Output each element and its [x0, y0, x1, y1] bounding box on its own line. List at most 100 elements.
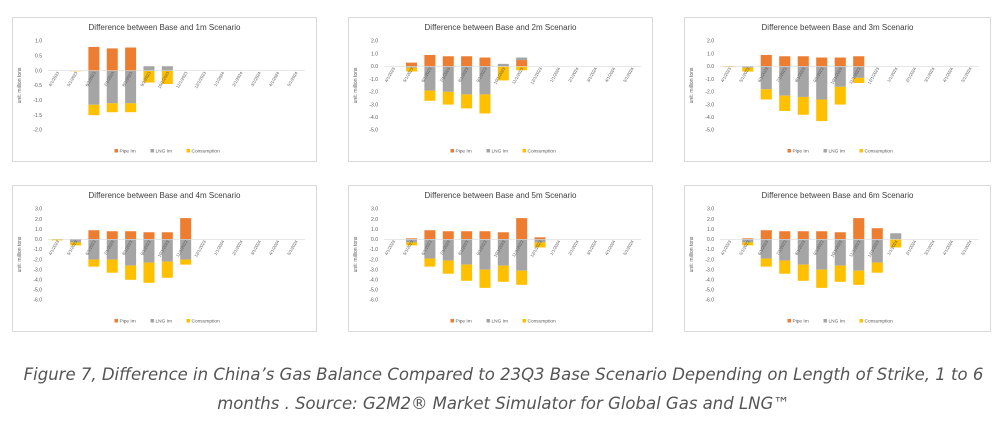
legend-label: Pipe Im	[793, 148, 809, 154]
y-tick-label: -4.0	[705, 115, 714, 121]
bar-segment	[406, 238, 418, 240]
y-axis-label: unit: million tons	[17, 236, 23, 272]
y-tick-label: 2.0	[35, 217, 42, 223]
bar-segment	[143, 66, 155, 71]
y-tick-label: -6.0	[705, 298, 714, 304]
y-tick-label: -0.5	[33, 83, 42, 89]
chart-title: Difference between Base and 1m Scenario	[89, 23, 241, 32]
bar-segment	[779, 56, 791, 67]
chart: Difference between Base and 6m Scenario u…	[684, 185, 991, 332]
bar-segment	[797, 66, 809, 97]
bar-segment	[890, 233, 902, 240]
bar-segment	[534, 237, 546, 240]
bar-segment	[834, 239, 846, 266]
y-axis-label: unit: million tons	[353, 236, 359, 272]
y-tick-label: 3.0	[371, 207, 378, 213]
bar-segment	[760, 258, 772, 267]
bar-segment	[461, 264, 473, 281]
bar-segment	[88, 70, 100, 105]
legend-swatch	[823, 319, 827, 323]
legend-swatch	[859, 149, 863, 153]
bar-segment	[442, 239, 454, 261]
bar-segment	[816, 239, 828, 270]
bar-segment	[797, 96, 809, 115]
y-tick-label: -2.0	[369, 90, 378, 96]
y-tick-label: 0.0	[35, 237, 42, 243]
bar-segment	[88, 239, 100, 260]
y-tick-label: 2.0	[707, 39, 714, 45]
bar-segment	[51, 239, 63, 241]
bar-segment	[742, 239, 754, 243]
bar-segment	[125, 231, 137, 240]
y-tick-label: 0.5	[35, 54, 42, 60]
bar-segment	[853, 239, 865, 271]
legend-label: LNG Im	[829, 148, 846, 154]
bar-segment	[106, 103, 118, 113]
bar-segment	[834, 66, 846, 87]
bar-segment	[497, 63, 509, 67]
legend-label: Pipe Im	[793, 318, 809, 324]
legend-label: LNG Im	[492, 148, 509, 154]
bar-segment	[797, 264, 809, 281]
legend-label: LNG Im	[156, 148, 173, 154]
bar-segment	[479, 94, 491, 114]
bar-segment	[723, 66, 735, 68]
legend-swatch	[787, 149, 791, 153]
legend-swatch	[859, 319, 863, 323]
legend-swatch	[486, 319, 490, 323]
bar-segment	[180, 259, 192, 265]
bar-segment	[161, 232, 173, 240]
bar-segment	[442, 260, 454, 274]
bar-segment	[424, 258, 436, 267]
bar-segment	[816, 99, 828, 122]
bar-segment	[742, 242, 754, 246]
bar-segment	[760, 230, 772, 240]
y-tick-label: -1.0	[33, 98, 42, 104]
legend-label: Consumption	[528, 318, 557, 324]
bar-segment	[442, 231, 454, 240]
bar-segment	[816, 57, 828, 67]
bar-segment	[106, 239, 118, 260]
bar-segment	[516, 218, 528, 240]
y-tick-label: -5.0	[33, 288, 42, 294]
y-tick-label: 0.0	[707, 237, 714, 243]
y-axis-label: unit: million tons	[353, 67, 359, 103]
y-tick-label: -3.0	[705, 102, 714, 108]
bar-segment	[180, 218, 192, 240]
bar-segment	[161, 70, 173, 85]
bar-segment	[516, 270, 528, 285]
legend-swatch	[150, 149, 154, 153]
legend-swatch	[787, 319, 791, 323]
bar-segment	[406, 62, 418, 67]
y-tick-label: 1.0	[371, 51, 378, 57]
bar-segment	[125, 70, 137, 104]
y-tick-label: -1.0	[369, 247, 378, 253]
y-tick-label: 1.0	[35, 227, 42, 233]
bar-segment	[516, 66, 528, 71]
bar-segment	[516, 239, 528, 271]
legend-swatch	[823, 149, 827, 153]
y-tick-label: -2.0	[705, 257, 714, 263]
y-tick-label: 1.0	[707, 51, 714, 57]
bar-segment	[70, 239, 82, 243]
bar-segment	[161, 239, 173, 262]
y-tick-label: -4.0	[369, 277, 378, 283]
bar-segment	[442, 66, 454, 92]
bar-segment	[143, 232, 155, 240]
y-tick-label: -3.0	[369, 102, 378, 108]
bar-segment	[516, 60, 528, 67]
bar-segment	[534, 242, 546, 248]
y-tick-label: -1.0	[369, 77, 378, 83]
bar-segment	[424, 239, 436, 259]
legend-label: Pipe Im	[120, 318, 136, 324]
y-tick-label: -1.5	[33, 113, 42, 119]
y-tick-label: -2.0	[33, 257, 42, 263]
y-tick-label: 0.0	[371, 237, 378, 243]
y-tick-label: 2.0	[371, 39, 378, 45]
y-tick-label: -3.0	[705, 267, 714, 273]
y-tick-label: -2.0	[705, 90, 714, 96]
bar-segment	[406, 67, 418, 72]
y-tick-label: 3.0	[707, 207, 714, 213]
bar-segment	[479, 231, 491, 240]
